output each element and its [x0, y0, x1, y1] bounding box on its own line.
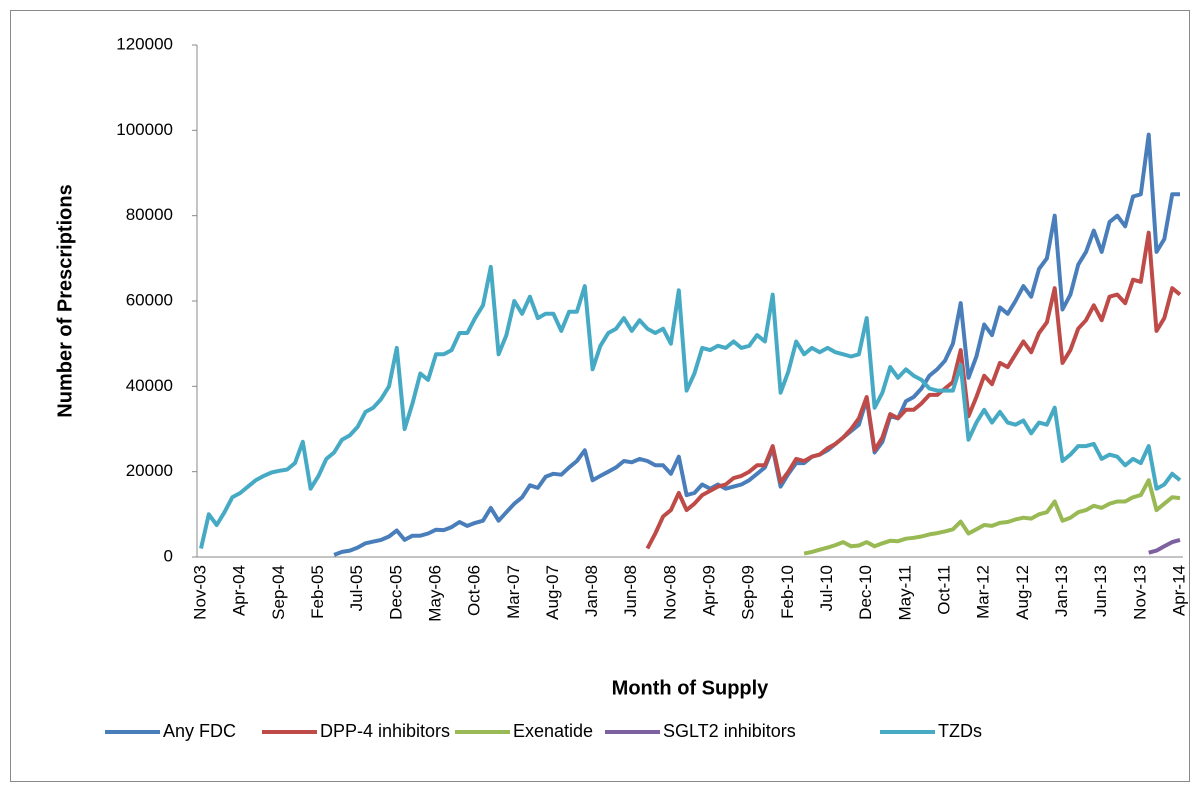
x-tick-label: Jul-05 — [347, 565, 366, 611]
x-tick-label: Oct-11 — [935, 565, 954, 615]
legend-label: DPP-4 inhibitors — [320, 721, 450, 741]
y-tick-label: 100000 — [116, 120, 173, 139]
x-tick-label: Sep-04 — [269, 565, 288, 620]
y-axis-title: Number of Prescriptions — [54, 184, 76, 417]
x-tick-label: May-11 — [895, 565, 914, 620]
legend-label: Any FDC — [163, 721, 236, 741]
x-tick-label: Dec-05 — [386, 565, 405, 620]
legend-label: SGLT2 inhibitors — [663, 721, 796, 741]
y-tick-label: 40000 — [126, 376, 173, 395]
x-tick-label: Mar-07 — [504, 565, 523, 619]
x-axis-title: Month of Supply — [612, 677, 770, 699]
data-line — [199, 264, 1182, 549]
x-tick-label: Jun-13 — [1091, 565, 1110, 617]
x-tick-label: Mar-12 — [974, 565, 993, 619]
x-tick-label: Nov-08 — [660, 565, 679, 620]
x-tick-label: Feb-05 — [308, 565, 327, 619]
data-line — [333, 132, 1180, 557]
x-tick-label: Feb-10 — [778, 565, 797, 619]
data-line — [1148, 537, 1181, 555]
x-tick-label: Jan-13 — [1052, 565, 1071, 617]
data-line — [803, 478, 1181, 556]
x-tick-label: Dec-10 — [856, 565, 875, 620]
x-tick-label: Oct-06 — [465, 565, 484, 616]
y-tick-label: 20000 — [126, 461, 173, 480]
y-tick-label: 80000 — [126, 205, 173, 224]
x-tick-label: Jul-10 — [817, 565, 836, 611]
x-tick-label: Apr-14 — [1169, 565, 1188, 616]
x-tick-label: Aug-07 — [543, 565, 562, 620]
legend-label: TZDs — [938, 721, 982, 741]
data-line — [645, 230, 1182, 550]
x-tick-label: Aug-12 — [1013, 565, 1032, 620]
legend-label: Exenatide — [513, 721, 593, 741]
x-tick-label: May-06 — [425, 565, 444, 622]
x-tick-label: Jan-08 — [582, 565, 601, 617]
y-tick-label: 0 — [164, 546, 173, 565]
y-tick-label: 60000 — [126, 290, 173, 309]
x-tick-label: Apr-04 — [230, 565, 249, 616]
y-tick-label: 120000 — [116, 34, 173, 53]
chart-border — [10, 10, 1190, 782]
x-tick-label: Apr-09 — [700, 565, 719, 616]
x-tick-label: Nov-13 — [1130, 565, 1149, 620]
x-tick-label: Jun-08 — [621, 565, 640, 617]
x-tick-label: Sep-09 — [739, 565, 758, 620]
x-tick-label: Nov-03 — [190, 565, 209, 620]
